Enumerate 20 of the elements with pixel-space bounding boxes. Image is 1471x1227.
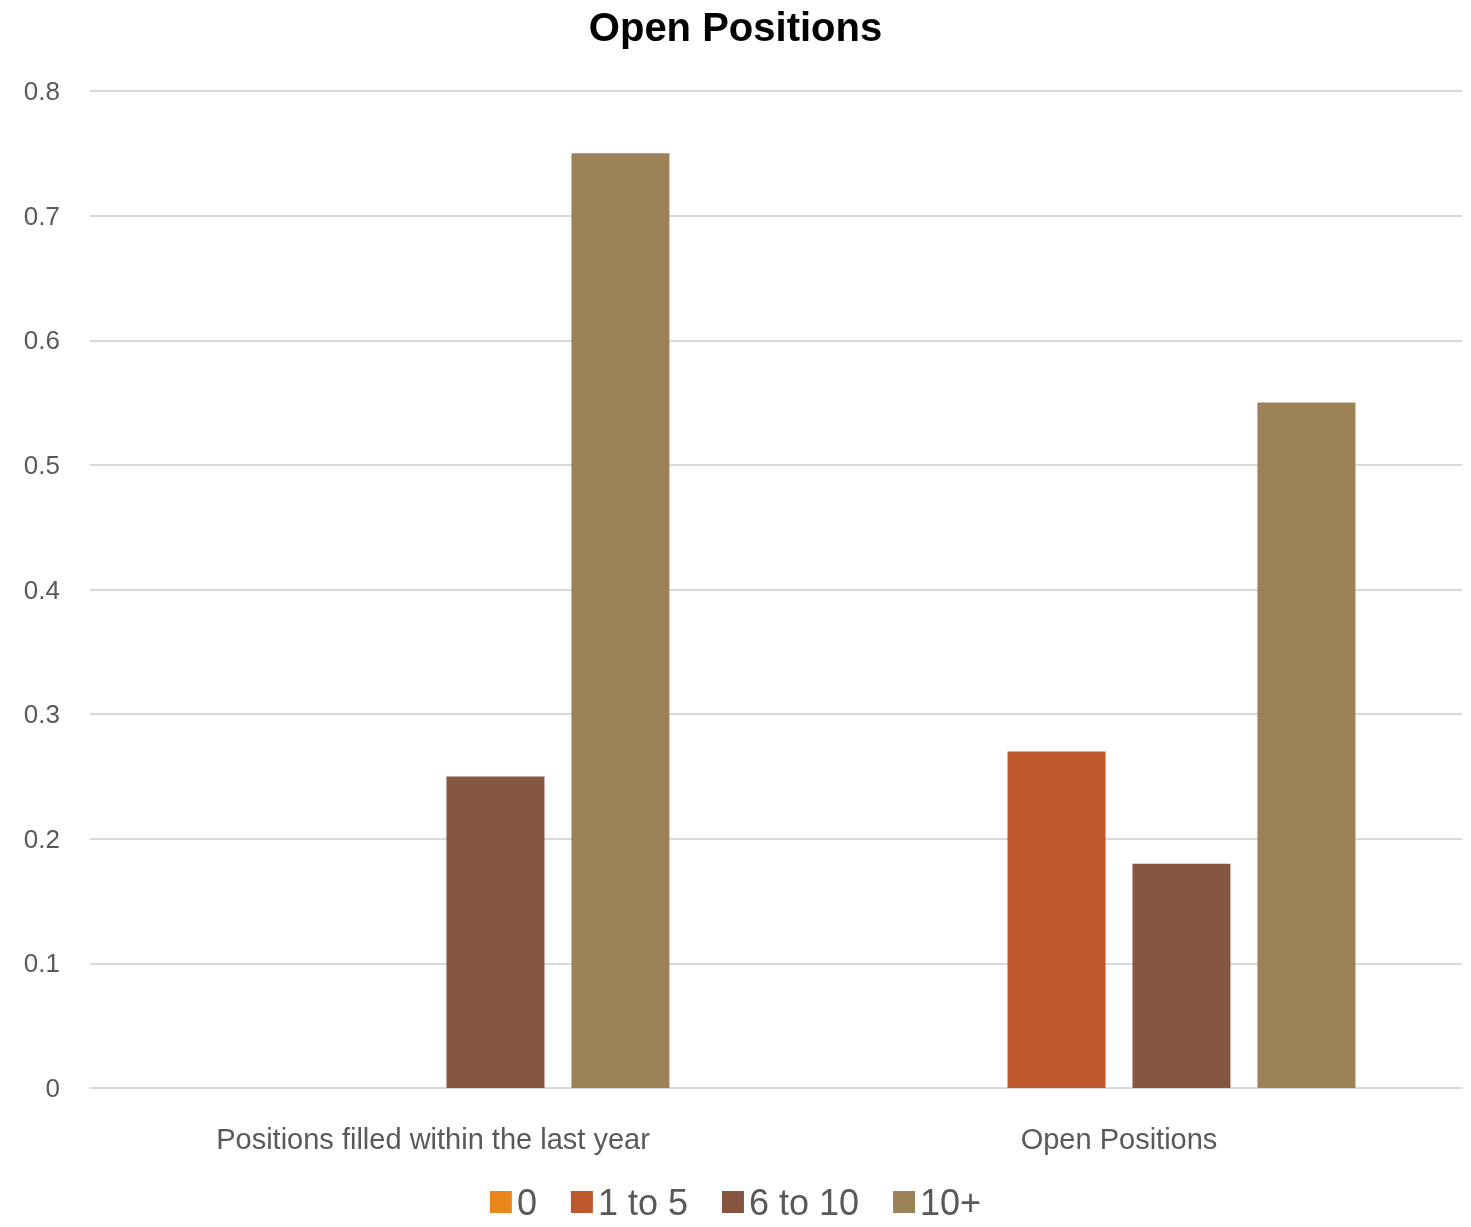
- bar: [1132, 863, 1231, 1088]
- legend-label: 6 to 10: [748, 1181, 860, 1223]
- y-tick-label: 0.2: [23, 823, 60, 854]
- x-tick-label: Positions filled within the last year: [216, 1122, 651, 1155]
- y-tick-label: 0.8: [23, 76, 60, 106]
- y-tick-label: 0.7: [23, 200, 60, 231]
- y-tick-label: 0.3: [23, 699, 60, 730]
- y-tick-label: 0.4: [23, 574, 60, 605]
- legend-label: 0: [516, 1181, 537, 1223]
- bar: [1257, 402, 1356, 1088]
- legend-label: 1 to 5: [597, 1181, 688, 1223]
- bar: [446, 776, 545, 1088]
- y-tick-label: 0: [45, 1073, 60, 1103]
- bar: [1007, 751, 1106, 1088]
- y-tick-label: 0.1: [23, 948, 60, 979]
- y-tick-label: 0.5: [23, 449, 60, 480]
- bar: [571, 153, 670, 1088]
- legend-label: 10+: [920, 1181, 982, 1223]
- chart-title: Open Positions: [588, 5, 883, 49]
- y-tick-label: 0.6: [23, 325, 60, 356]
